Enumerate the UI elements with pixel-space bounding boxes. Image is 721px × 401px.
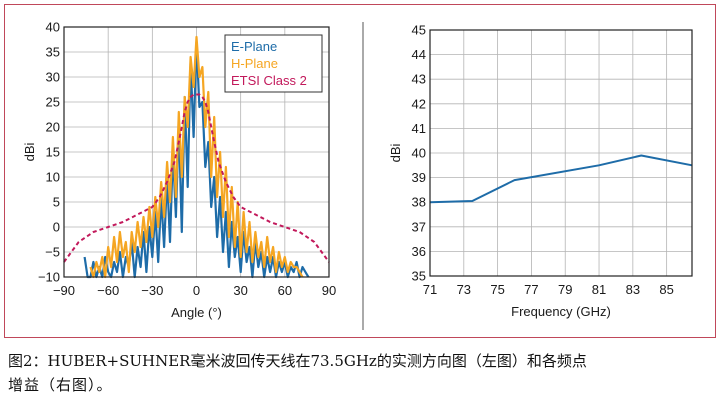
y-tick-label: 41 bbox=[412, 121, 426, 136]
y-tick-label: 35 bbox=[46, 45, 60, 60]
y-tick-label: 5 bbox=[53, 195, 60, 210]
y-tick-label: 10 bbox=[46, 170, 60, 185]
y-axis-label: dBi bbox=[388, 143, 403, 162]
y-tick-label: 0 bbox=[53, 220, 60, 235]
h-plane-series-line bbox=[89, 35, 304, 279]
x-tick-label: 90 bbox=[322, 283, 336, 298]
y-tick-label: 40 bbox=[412, 146, 426, 161]
y-tick-label: 39 bbox=[412, 170, 426, 185]
x-tick-label: 60 bbox=[278, 283, 292, 298]
x-tick-label: −90 bbox=[53, 283, 75, 298]
x-tick-label: 71 bbox=[423, 282, 437, 297]
y-tick-label: 15 bbox=[46, 145, 60, 160]
y-tick-label: 45 bbox=[412, 23, 426, 38]
x-tick-label: 79 bbox=[558, 282, 572, 297]
x-tick-label: 81 bbox=[592, 282, 606, 297]
y-tick-label: 36 bbox=[412, 244, 426, 259]
y-tick-label: 25 bbox=[46, 95, 60, 110]
etsi-class-2-series-line bbox=[63, 93, 330, 263]
x-axis-label: Angle (°) bbox=[171, 305, 222, 320]
gain-vs-frequency-chart: 71 73 75 77 79 81 83 85 35 36 37 38 39 40 41 42 43 44 45 Fr… bbox=[388, 23, 693, 319]
y-tick-label: −5 bbox=[45, 245, 60, 260]
legend-box bbox=[224, 34, 323, 93]
y-tick-label: 38 bbox=[412, 195, 426, 210]
x-tick-label: 75 bbox=[490, 282, 504, 297]
y-tick-label: 35 bbox=[412, 269, 426, 284]
y-tick-label: 44 bbox=[412, 47, 426, 62]
caption-line-2: 增益（右图）。 bbox=[8, 376, 113, 394]
x-tick-label: 0 bbox=[193, 283, 200, 298]
x-tick-label: 83 bbox=[626, 282, 640, 297]
y-axis-label: dBi bbox=[22, 142, 37, 161]
y-tick-label: 42 bbox=[412, 96, 426, 111]
radiation-pattern-chart: −90 −60 −30 0 30 60 90 −10 −5 0 5 10 15 20 25 30 35 40 Ang… bbox=[22, 20, 336, 321]
y-tick-label: 43 bbox=[412, 72, 426, 87]
x-tick-label: −30 bbox=[141, 283, 163, 298]
legend-entry: ETSI Class 2 bbox=[231, 73, 307, 88]
y-tick-label: 20 bbox=[46, 120, 60, 135]
figure-caption: 图2：HUBER+SUHNER毫米波回传天线在73.5GHz的实测方向图（左图）… bbox=[8, 349, 716, 397]
x-tick-label: −60 bbox=[97, 283, 119, 298]
caption-line-1: 图2：HUBER+SUHNER毫米波回传天线在73.5GHz的实测方向图（左图）… bbox=[8, 352, 587, 370]
legend-entry: H-Plane bbox=[231, 56, 278, 71]
x-axis-label: Frequency (GHz) bbox=[511, 304, 611, 319]
gain-series-line bbox=[429, 154, 693, 204]
legend-entry: E-Plane bbox=[231, 39, 277, 54]
y-tick-label: 40 bbox=[46, 20, 60, 35]
y-tick-label: −10 bbox=[38, 270, 60, 285]
x-tick-label: 73 bbox=[457, 282, 471, 297]
x-tick-label: 77 bbox=[524, 282, 538, 297]
plot-border bbox=[429, 29, 693, 277]
x-tick-label: 30 bbox=[233, 283, 247, 298]
charts-canvas: −90 −60 −30 0 30 60 90 −10 −5 0 5 10 15 20 25 30 35 40 Ang… bbox=[22, 20, 693, 330]
x-tick-label: 85 bbox=[659, 282, 673, 297]
plot-border bbox=[63, 26, 330, 278]
y-tick-label: 30 bbox=[46, 70, 60, 85]
y-tick-label: 37 bbox=[412, 219, 426, 234]
